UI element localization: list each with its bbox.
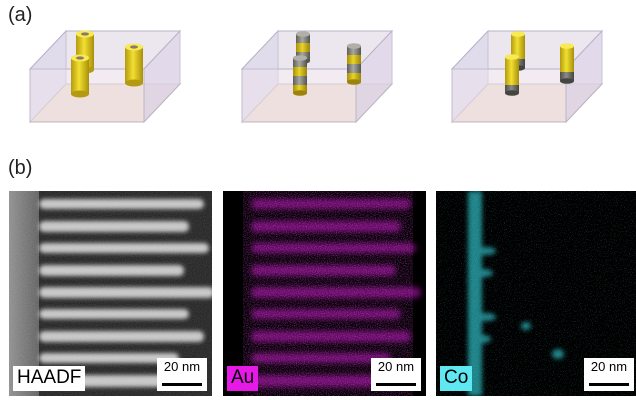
- haadf-channel-label: HAADF: [13, 366, 86, 391]
- scale-bar-label: 20 nm: [377, 359, 415, 374]
- scale-bar: 20 nm: [584, 358, 634, 391]
- panel-a-label: (a): [8, 4, 33, 26]
- nanowire: [347, 43, 361, 85]
- nanowire: [71, 54, 89, 98]
- scale-bar-line: [162, 383, 202, 386]
- co-map: Co 20 nm: [436, 191, 636, 396]
- panel-b-label: (b): [8, 157, 33, 179]
- nanowire: [505, 54, 519, 96]
- haadf-micrograph: HAADF 20 nm: [9, 191, 212, 396]
- scale-bar: 20 nm: [371, 358, 421, 391]
- scale-bar: 20 nm: [157, 358, 207, 391]
- scale-bar-line: [589, 383, 629, 386]
- nanowire: [560, 43, 574, 84]
- schematic-gold-topped: [450, 29, 604, 124]
- co-channel-label: Co: [440, 366, 473, 391]
- nanowire: [125, 43, 143, 87]
- au-channel-label: Au: [227, 366, 259, 391]
- nanowire: [293, 55, 307, 96]
- scale-bar-label: 20 nm: [590, 359, 628, 374]
- schematic-solid-gold: [28, 29, 182, 124]
- scale-bar-label: 20 nm: [163, 359, 201, 374]
- scale-bar-line: [376, 383, 416, 386]
- au-map: Au 20 nm: [223, 191, 426, 396]
- schematic-striped: [240, 29, 394, 124]
